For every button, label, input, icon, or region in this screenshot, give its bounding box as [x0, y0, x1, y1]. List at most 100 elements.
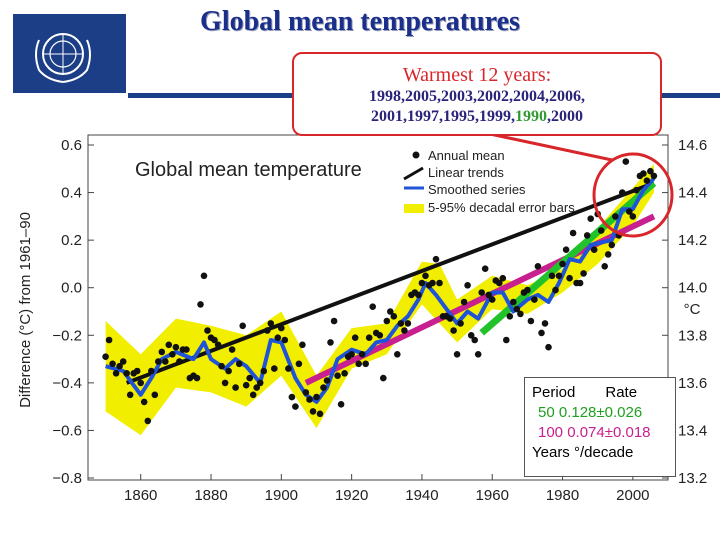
- annual-mean-point: [358, 351, 366, 358]
- annual-mean-point: [612, 213, 619, 220]
- annual-mean-point: [334, 372, 341, 380]
- annual-mean-point: [327, 339, 334, 346]
- annual-mean-point: [200, 272, 208, 280]
- annual-mean-point: [348, 351, 355, 358]
- right-axis-unit: °C: [684, 301, 701, 318]
- annual-mean-point: [608, 241, 616, 249]
- y-tick-label: −0.6: [52, 422, 82, 439]
- right-tick-label: 14.6: [678, 137, 707, 154]
- annual-mean-point: [506, 313, 514, 320]
- annual-mean-point: [137, 379, 144, 387]
- rate-header-period: Period: [532, 384, 576, 401]
- callout-years-part-a: 2001,1997,1995,1999,: [371, 108, 515, 125]
- annual-mean-point: [299, 341, 306, 349]
- annual-mean-point: [464, 282, 471, 289]
- annual-mean-point: [302, 389, 310, 396]
- y-tick-label: −0.8: [52, 470, 82, 487]
- annual-mean-point: [559, 260, 566, 268]
- annual-mean-point: [102, 353, 109, 361]
- x-tick-label: 1860: [124, 487, 157, 504]
- annual-mean-point: [422, 272, 429, 280]
- annual-mean-point: [517, 310, 524, 318]
- annual-mean-point: [369, 303, 377, 311]
- inner-chart-title: Global mean temperature: [135, 159, 362, 181]
- error-band-layer: [105, 164, 654, 436]
- y-tick-label: 0.4: [61, 185, 82, 202]
- annual-mean-point: [394, 351, 401, 358]
- annual-mean-point: [629, 213, 637, 220]
- annual-mean-point: [397, 320, 405, 327]
- annual-mean-point: [604, 251, 612, 258]
- annual-mean-point: [481, 265, 489, 273]
- x-tick-label: 1920: [335, 487, 368, 504]
- annual-mean-point: [214, 341, 222, 349]
- annual-mean-point: [225, 367, 232, 375]
- annual-mean-point: [569, 229, 577, 237]
- annual-mean-point: [183, 346, 190, 353]
- un-emblem-icon: [35, 33, 91, 83]
- annual-mean-point: [116, 362, 123, 370]
- annual-mean-point: [158, 348, 166, 356]
- error-band: [105, 164, 654, 436]
- annual-mean-point: [548, 272, 556, 280]
- x-tick-label: 1880: [194, 487, 227, 504]
- annual-mean-point: [249, 391, 257, 399]
- annual-mean-point: [531, 296, 538, 303]
- annual-mean-point: [552, 286, 559, 294]
- right-tick-label: 13.4: [678, 422, 707, 439]
- annual-mean-point: [295, 360, 303, 368]
- annual-mean-point: [232, 384, 239, 391]
- right-tick-label: 13.2: [678, 470, 707, 487]
- right-tick-label: 13.8: [678, 327, 707, 344]
- y-axis-left: 0.6 0.4 0.2 0.0 −0.2 −0.4 −0.6 −0.8: [52, 137, 94, 487]
- annual-mean-point: [446, 315, 454, 322]
- y-axis-label: Difference (°C) from 1961–90: [17, 212, 34, 408]
- callout-years-highlight: 1990: [515, 108, 547, 125]
- annual-mean-point: [246, 374, 253, 382]
- annual-mean-point: [264, 327, 271, 334]
- annual-mean-point: [323, 377, 331, 384]
- right-tick-label: 14.4: [678, 185, 707, 202]
- annual-mean-point: [453, 351, 461, 358]
- annual-mean-point: [450, 327, 457, 334]
- annual-mean-point: [218, 362, 225, 370]
- x-tick-label: 1960: [476, 487, 509, 504]
- annual-mean-point: [485, 291, 493, 299]
- smoothed-layer: [105, 176, 656, 404]
- right-tick-label: 14.2: [678, 232, 707, 249]
- annual-mean-point: [436, 279, 443, 287]
- annual-mean-point: [376, 332, 384, 339]
- y-tick-label: −0.2: [52, 327, 82, 344]
- x-tick-label: 1980: [546, 487, 579, 504]
- annual-mean-point: [471, 336, 479, 344]
- annual-mean-point: [541, 320, 549, 327]
- annual-mean-point: [151, 391, 159, 399]
- annual-mean-point: [478, 289, 486, 296]
- annual-mean-point: [524, 286, 531, 294]
- annual-mean-point: [555, 272, 563, 280]
- annual-mean-point: [109, 360, 116, 368]
- annual-mean-point: [123, 370, 130, 377]
- annual-mean-point: [256, 379, 264, 387]
- callout-heading: Warmest 12 years:: [402, 64, 552, 86]
- y-tick-label: 0.2: [61, 232, 82, 249]
- legend-marker-error: [404, 204, 424, 213]
- right-tick-label: 13.6: [678, 375, 707, 392]
- smoothed-series-line: [105, 176, 656, 404]
- annual-mean-point: [228, 346, 236, 353]
- annual-mean-point: [172, 343, 180, 351]
- x-tick-label: 2000: [616, 487, 649, 504]
- annual-mean-point: [626, 208, 633, 215]
- trend-150yr: [125, 181, 655, 385]
- annual-mean-point: [545, 343, 552, 351]
- annual-mean-point: [622, 158, 630, 165]
- annual-mean-point: [242, 381, 250, 389]
- annual-mean-point: [576, 279, 584, 287]
- annual-mean-point: [587, 215, 594, 222]
- annual-mean-point: [313, 393, 320, 401]
- annual-mean-point: [566, 274, 573, 282]
- y-tick-label: −0.4: [52, 375, 82, 392]
- annual-mean-point: [380, 374, 387, 382]
- annual-mean-point: [510, 298, 517, 306]
